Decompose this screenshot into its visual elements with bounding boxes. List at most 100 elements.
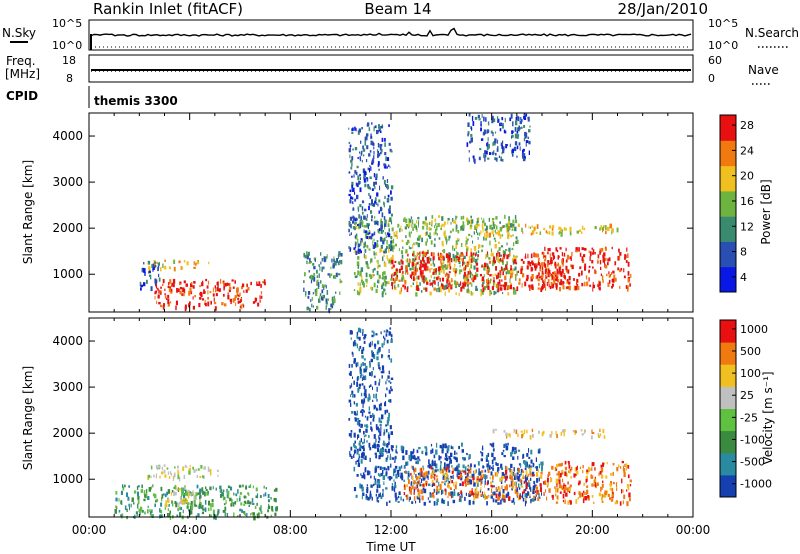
velocity-cell: [526, 429, 528, 434]
power-cell: [559, 287, 561, 292]
power-cell: [524, 131, 527, 136]
power-cell: [470, 215, 472, 219]
power-cell: [512, 287, 515, 290]
velocity-cell: [458, 469, 461, 473]
power-cell: [461, 252, 463, 255]
power-cell: [430, 275, 433, 279]
velocity-cell: [195, 468, 198, 472]
power-cell: [148, 266, 151, 271]
power-cell: [541, 273, 544, 279]
velocity-cell: [173, 486, 175, 489]
power-cell: [504, 267, 506, 271]
power-cell: [427, 266, 429, 270]
power-cell: [470, 248, 472, 253]
velocity-cell: [545, 489, 547, 493]
power-cell: [623, 268, 625, 273]
velocity-cell: [460, 492, 463, 497]
power-cell: [452, 245, 454, 251]
velocity-cell: [418, 480, 421, 485]
velocity-cell: [199, 499, 201, 503]
power-cell: [487, 121, 490, 126]
power-cell: [540, 276, 542, 280]
power-cell: [490, 130, 493, 134]
velocity-cell: [568, 464, 571, 469]
velocity-cell: [260, 507, 262, 512]
velocity-cell: [136, 485, 139, 490]
velocity-cell: [573, 473, 576, 478]
velocity-cell: [238, 497, 241, 502]
velocity-cell: [559, 491, 562, 494]
velocity-cell: [357, 336, 359, 340]
power-cell: [453, 256, 455, 261]
power-cell: [376, 149, 379, 153]
velocity-cell: [267, 494, 270, 499]
velocity-cell: [400, 445, 404, 451]
velocity-cell: [512, 497, 515, 503]
power-cell: [387, 198, 390, 201]
power-cell: [492, 282, 495, 287]
velocity-cell: [497, 466, 500, 471]
velocity-cell: [431, 482, 435, 487]
velocity-cell: [459, 491, 461, 494]
power-cell: [579, 266, 582, 270]
velocity-cell: [213, 509, 215, 514]
velocity-cell: [353, 358, 356, 363]
velocity-cell: [494, 472, 497, 477]
power-cell: [215, 293, 218, 297]
velocity-cell: [359, 366, 362, 372]
velocity-cell: [229, 497, 231, 502]
velocity-cell: [563, 483, 565, 486]
power-cell: [467, 122, 470, 127]
velocity-cell: [595, 484, 597, 489]
velocity-cell: [531, 428, 534, 433]
power-cell: [388, 164, 390, 167]
power-cell: [466, 238, 469, 241]
power-cell: [487, 285, 490, 290]
velocity-cell: [375, 493, 377, 497]
velocity-cell: [243, 503, 246, 506]
velocity-cell: [386, 409, 389, 413]
power-cell: [377, 244, 379, 247]
velocity-cell: [485, 457, 488, 462]
power-cell: [380, 224, 383, 230]
velocity-cell: [155, 499, 157, 503]
power-cell: [395, 277, 397, 281]
power-cell: [349, 216, 352, 221]
velocity-cell: [457, 463, 460, 468]
velocity-cell: [482, 474, 485, 479]
velocity-cell: [255, 487, 258, 492]
velocity-cell: [529, 465, 533, 468]
power-cell: [424, 262, 427, 268]
power-cell: [502, 123, 504, 126]
power-cell: [476, 273, 479, 278]
power-cell: [512, 223, 515, 227]
power-cell: [417, 261, 420, 265]
velocity-cell: [139, 506, 143, 511]
power-cell: [313, 266, 316, 270]
power-cell: [502, 284, 505, 287]
velocity-cell: [217, 510, 219, 515]
velocity-cell: [249, 501, 252, 505]
velocity-cell: [611, 494, 615, 497]
power-cell: [373, 252, 376, 256]
velocity-cell: [359, 483, 361, 489]
power-cell: [380, 125, 384, 129]
velocity-cell: [204, 500, 207, 505]
velocity-cell: [201, 475, 204, 478]
power-cell: [170, 288, 173, 292]
velocity-cell: [529, 467, 532, 472]
power-cell: [169, 279, 172, 284]
power-cell: [513, 242, 515, 247]
velocity-cell: [377, 479, 379, 484]
velocity-cell: [491, 488, 493, 493]
power-cell: [555, 283, 558, 288]
power-cell: [483, 266, 486, 271]
power-cell: [199, 292, 201, 295]
power-cell: [404, 270, 406, 275]
power-cell: [386, 245, 388, 249]
power-cell: [444, 291, 446, 296]
velocity-cell: [433, 483, 436, 487]
velocity-cell: [406, 497, 409, 500]
power-cell: [496, 257, 500, 262]
